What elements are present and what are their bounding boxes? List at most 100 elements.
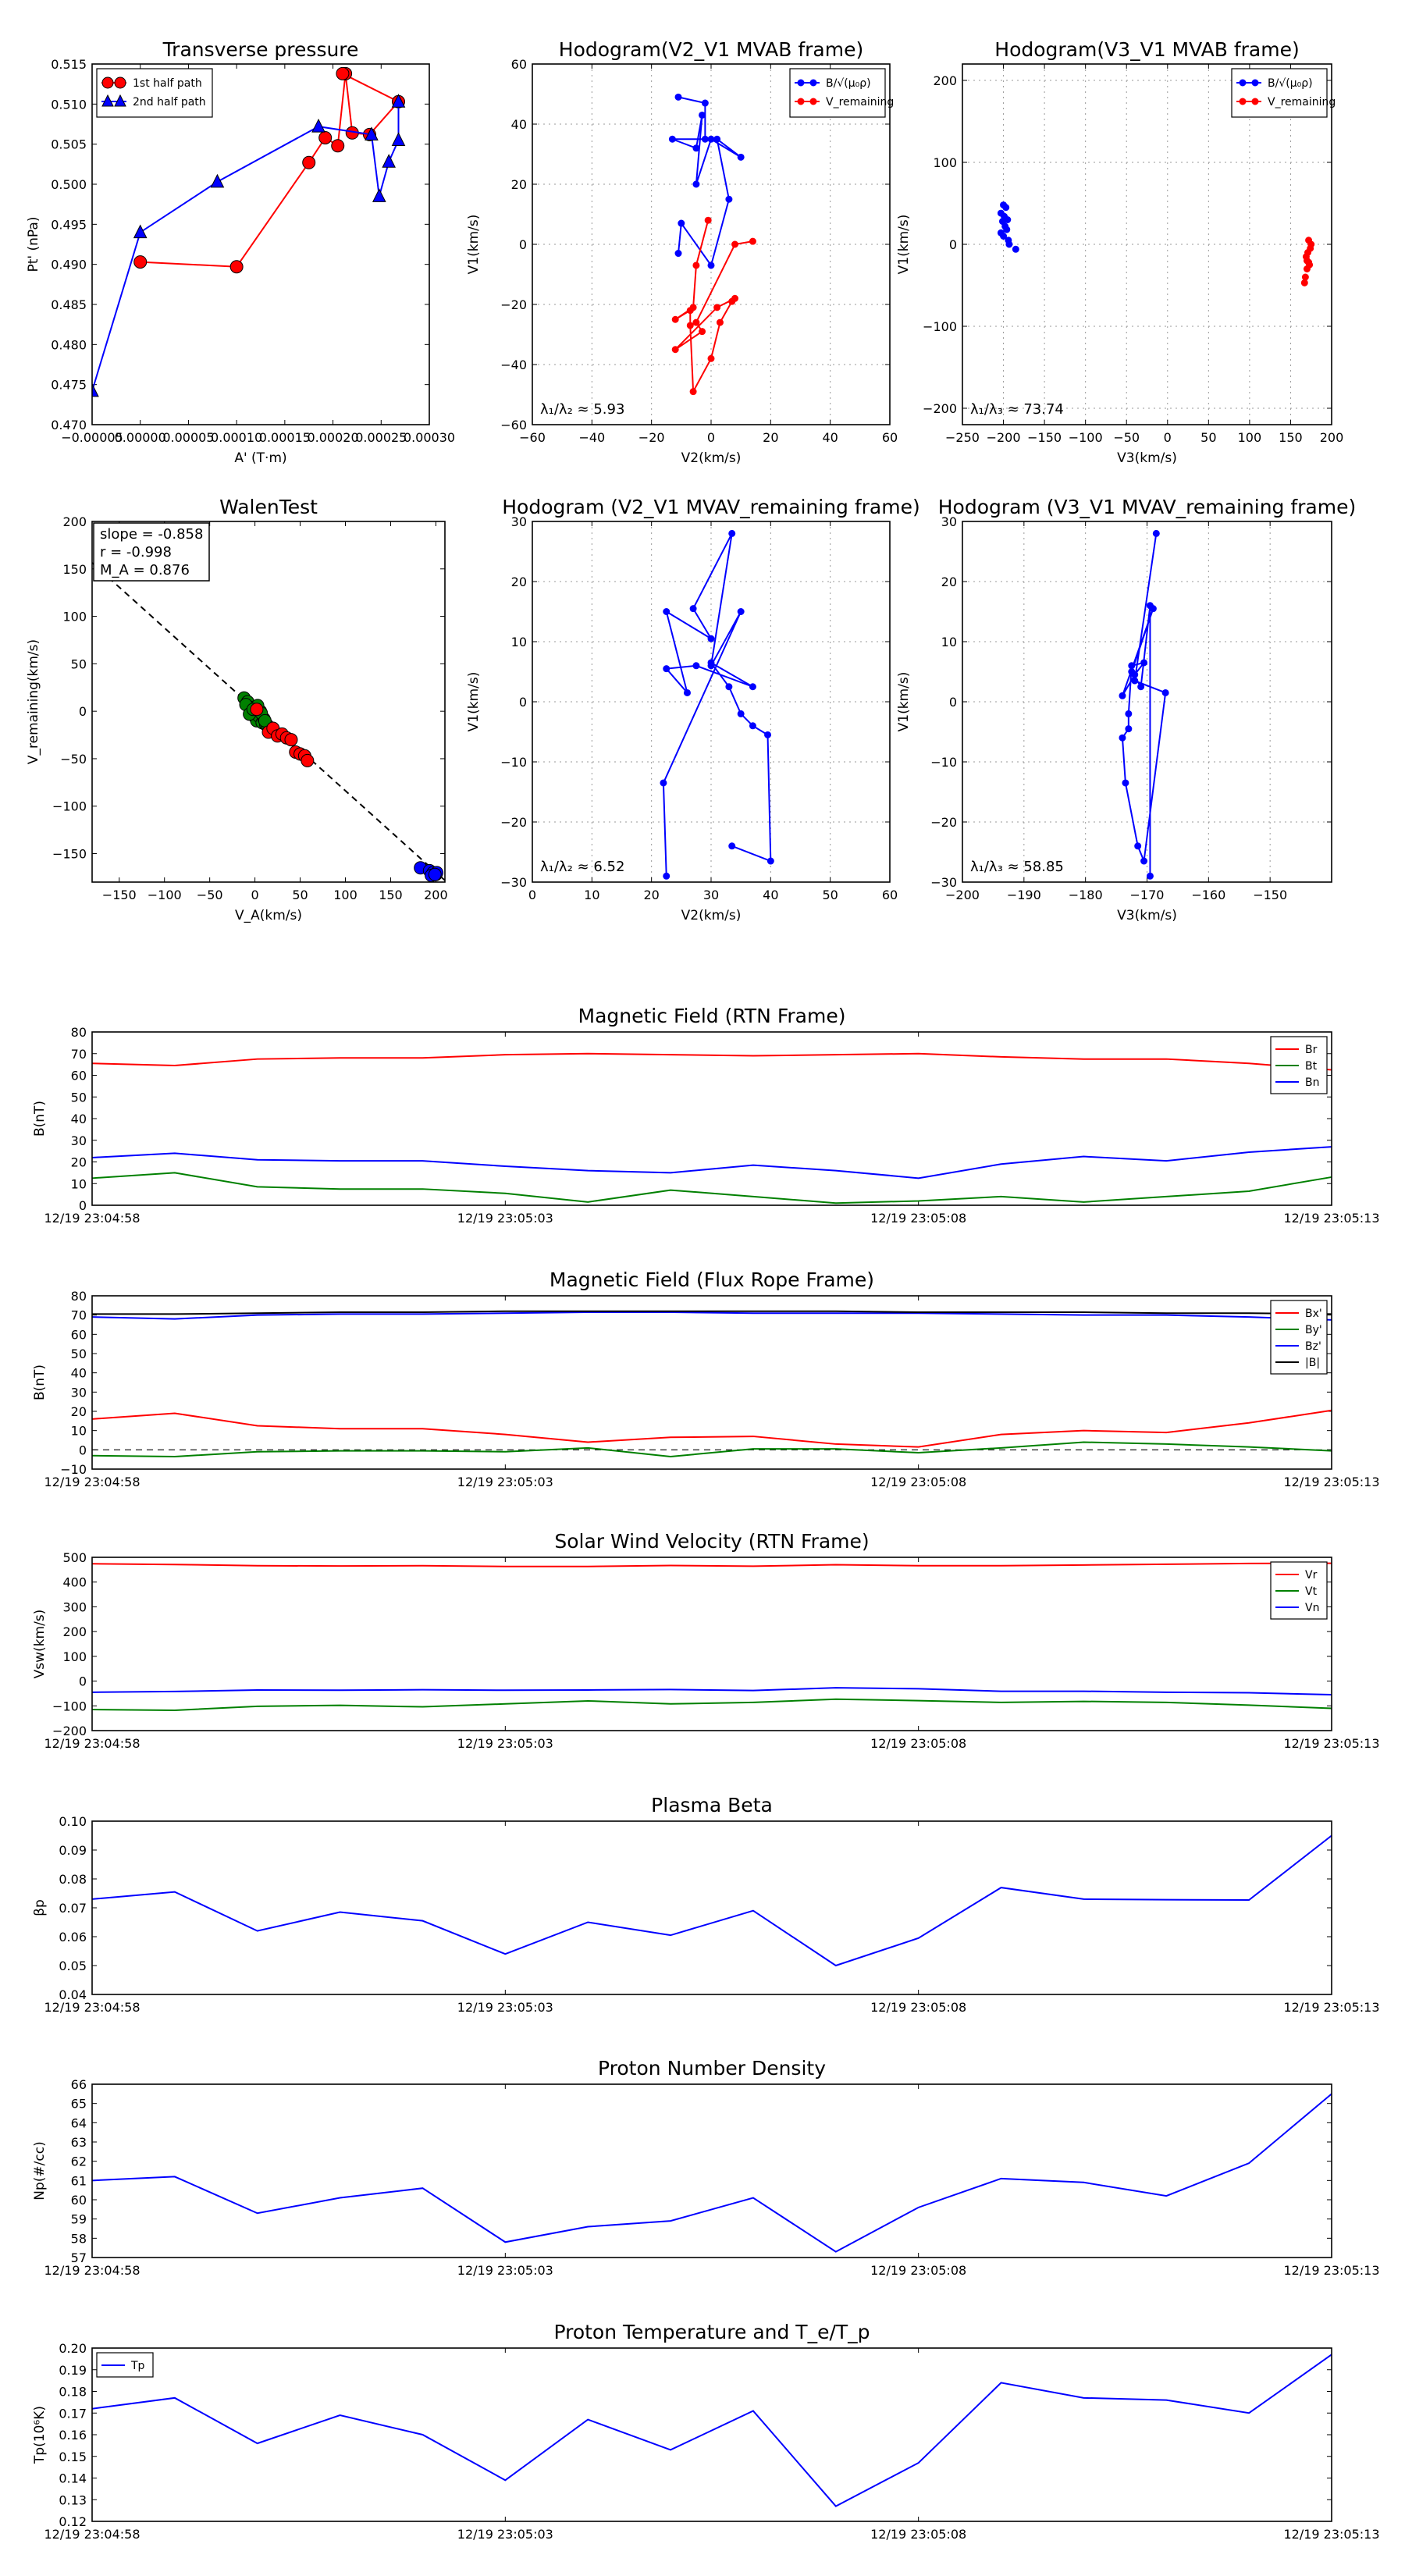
- x-tick-label: 12/19 23:04:58: [44, 1475, 140, 1489]
- plot-area: [92, 562, 445, 882]
- chart-h4: −200 −190 −180 −170 −160 −150 −30 −20 −10 0 10 20 30…: [896, 496, 1356, 923]
- data-point: [1301, 273, 1309, 281]
- data-point: [1134, 842, 1142, 850]
- y-tick-label: −100: [52, 799, 87, 814]
- x-axis-label: V3(km/s): [1117, 908, 1177, 923]
- legend-label: By': [1305, 1324, 1322, 1336]
- y-tick-label: 0.495: [51, 217, 87, 232]
- data-point: [689, 605, 697, 613]
- data-point: [686, 322, 694, 329]
- x-tick-label: 100: [1238, 430, 1262, 445]
- y-tick-label: 0.04: [59, 1987, 87, 2002]
- data-point: [731, 240, 739, 248]
- x-axis-label: V2(km/s): [681, 908, 742, 923]
- chart-beta: 0.04 0.05 0.06 0.07 0.08 0.09 0.10 12/19 23:04:…: [32, 1794, 1380, 2015]
- legend: B/√(μ₀ρ) V_remaining: [789, 68, 894, 118]
- legend-marker: [101, 76, 114, 89]
- data-point: [1122, 779, 1129, 787]
- y-tick-label: 62: [71, 2154, 87, 2169]
- legend-marker: [114, 76, 126, 89]
- y-tick-label: −10: [500, 755, 527, 770]
- legend-marker: [809, 79, 817, 87]
- x-tick-label: 0.00020: [307, 430, 358, 445]
- y-tick-label: 0.14: [59, 2471, 87, 2486]
- y-tick-label: 80: [71, 1289, 87, 1304]
- y-tick-label: 10: [941, 635, 957, 649]
- series-line: [672, 96, 742, 268]
- data-point: [92, 382, 99, 397]
- data-point: [731, 294, 739, 302]
- x-tick-label: 50: [1200, 430, 1216, 445]
- data-point: [372, 188, 386, 202]
- chart-tp: 0.12 0.13 0.14 0.15 0.16 0.17 0.18 0.19 0.20 12/1…: [32, 2321, 1380, 2542]
- data-point: [699, 111, 706, 119]
- y-axis-label: Vsw(km/s): [32, 1610, 48, 1679]
- x-tick-label: −150: [1253, 888, 1287, 902]
- y-axis-label: B(nT): [32, 1364, 48, 1400]
- x-tick-label: 40: [822, 430, 838, 445]
- x-tick-label: 12/19 23:05:03: [457, 1211, 553, 1226]
- data-point: [1002, 204, 1010, 212]
- series-2nd half path: [92, 94, 406, 397]
- data-point: [660, 779, 667, 787]
- data-point: [692, 144, 700, 152]
- series-red: [250, 703, 315, 767]
- x-tick-label: 12/19 23:05:13: [1283, 2000, 1379, 2015]
- y-tick-label: 40: [511, 117, 527, 132]
- x-tick-label: 12/19 23:05:03: [457, 2527, 553, 2542]
- x-axis-label: A' (T·m): [234, 450, 286, 466]
- data-point: [284, 733, 298, 747]
- data-point: [663, 608, 670, 615]
- legend: Tp: [96, 2352, 154, 2378]
- x-tick-label: 12/19 23:05:03: [457, 2263, 553, 2278]
- data-point: [692, 262, 700, 269]
- data-point: [725, 195, 733, 203]
- y-tick-label: 60: [71, 1069, 87, 1083]
- data-point: [1303, 265, 1311, 272]
- y-tick-label: −200: [923, 401, 957, 416]
- x-tick-label: 12/19 23:04:58: [44, 2263, 140, 2278]
- series-B/√(μ₀ρ): [668, 93, 745, 269]
- x-tick-label: 0: [1164, 430, 1172, 445]
- x-tick-label: 12/19 23:04:58: [44, 2527, 140, 2542]
- data-point: [1125, 710, 1133, 717]
- data-point: [663, 665, 670, 673]
- y-tick-label: 70: [71, 1047, 87, 1062]
- x-axis-label: V3(km/s): [1117, 450, 1177, 466]
- y-tick-label: 50: [71, 1090, 87, 1105]
- y-tick-label: 0.475: [51, 378, 87, 393]
- data-point: [692, 662, 700, 670]
- data-point: [692, 180, 700, 188]
- chart-title: Magnetic Field (RTN Frame): [578, 1005, 846, 1027]
- x-tick-label: 150: [1279, 430, 1303, 445]
- x-tick-label: −100: [148, 888, 182, 902]
- plot-frame: [91, 1031, 1332, 1206]
- data-point: [1146, 872, 1154, 880]
- y-tick-label: 0.470: [51, 418, 87, 432]
- series-V: [660, 529, 774, 880]
- series-blue: [414, 861, 444, 882]
- x-tick-label: −170: [1130, 888, 1165, 902]
- y-tick-label: 0.07: [59, 1901, 87, 1916]
- y-tick-label: 64: [71, 2115, 87, 2130]
- data-point: [749, 683, 756, 691]
- legend-label: Bt: [1305, 1060, 1318, 1073]
- legend-marker: [1251, 98, 1259, 105]
- x-tick-label: 12/19 23:05:03: [457, 1736, 553, 1751]
- series-line-Bx': [91, 1409, 1332, 1448]
- data-point: [707, 262, 715, 269]
- legend-label: Bn: [1305, 1076, 1319, 1089]
- x-tick-label: 12/19 23:05:13: [1283, 1736, 1379, 1751]
- eigenvalue-ratio: λ₁/λ₂ ≈ 6.52: [540, 859, 624, 875]
- x-tick-label: 12/19 23:05:08: [870, 2000, 966, 2015]
- data-point: [663, 872, 670, 880]
- y-tick-label: 0: [519, 695, 527, 710]
- data-point: [1131, 677, 1139, 685]
- legend: Br Bt Bn: [1270, 1036, 1328, 1094]
- x-tick-label: 0: [707, 430, 715, 445]
- y-tick-label: 0.10: [59, 1814, 87, 1829]
- data-point: [707, 354, 715, 362]
- legend-label: Vn: [1305, 1602, 1319, 1614]
